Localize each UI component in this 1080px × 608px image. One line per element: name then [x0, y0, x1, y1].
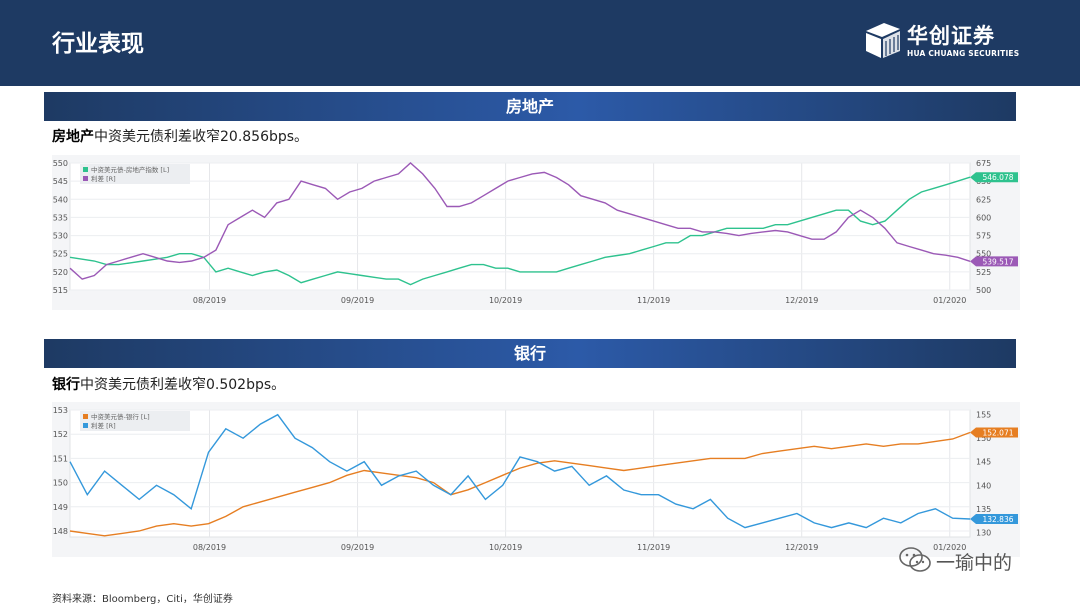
y-right-tick-label: 150: [976, 434, 991, 443]
y-left-tick-label: 520: [53, 268, 68, 277]
legend-swatch: [83, 423, 88, 428]
y-left-tick-label: 550: [53, 159, 68, 168]
x-tick-label: 11/2019: [637, 543, 670, 552]
x-tick-label: 10/2019: [489, 543, 522, 552]
series-line-1: [69, 413, 971, 529]
wechat-icon: [899, 547, 931, 572]
source-note: 资料来源：Bloomberg，Citi，华创证券: [52, 594, 233, 605]
legend: 中资美元债-银行 [L]利差 [R]: [80, 411, 190, 431]
y-left-tick-label: 150: [53, 479, 68, 488]
y-left-tick-label: 153: [53, 406, 68, 415]
y-right-tick-label: 625: [976, 195, 991, 204]
y-right-tick-label: 500: [976, 286, 991, 295]
legend-label: 利差 [R]: [91, 421, 116, 430]
legend-swatch: [83, 167, 88, 172]
y-right-tick-label: 600: [976, 213, 991, 222]
y-right-tick-label: 140: [976, 481, 991, 490]
section-band-real-estate: 房地产: [44, 92, 1016, 121]
x-tick-label: 09/2019: [341, 543, 374, 552]
y-left-tick-label: 149: [53, 503, 68, 512]
y-left-tick-label: 148: [53, 527, 68, 536]
y-left-tick-label: 151: [53, 454, 68, 463]
last-value-badge: 152.071: [970, 427, 1018, 438]
x-tick-label: 12/2019: [785, 543, 818, 552]
series-line-0: [69, 431, 971, 537]
legend-label: 中资美元债-房地产指数 [L]: [91, 165, 169, 174]
last-value-label: 539.517: [982, 257, 1013, 266]
y-left-tick-label: 530: [53, 232, 68, 241]
x-tick-label: 01/2020: [933, 296, 966, 305]
y-right-tick-label: 575: [976, 232, 991, 241]
x-tick-label: 12/2019: [785, 296, 818, 305]
x-tick-label: 08/2019: [193, 296, 226, 305]
caption-real-estate: 房地产中资美元债利差收窄20.856bps。: [52, 126, 308, 146]
x-tick-label: 01/2020: [933, 543, 966, 552]
y-right-tick-label: 145: [976, 458, 991, 467]
x-tick-label: 11/2019: [637, 296, 670, 305]
caption-bank: 银行中资美元债利差收窄0.502bps。: [52, 374, 285, 394]
chart-bank: 08/2019 09/2019 10/2019 11/2019 12/2019 01/20…: [52, 402, 1020, 557]
x-tick-label: 08/2019: [193, 543, 226, 552]
last-value-label: 132.836: [982, 515, 1013, 524]
y-left-tick-label: 535: [53, 213, 68, 222]
x-tick-label: 09/2019: [341, 296, 374, 305]
y-left-tick-label: 152: [53, 430, 68, 439]
last-value-label: 152.071: [982, 428, 1013, 437]
legend-box: [80, 164, 190, 184]
page-title: 行业表现: [52, 31, 144, 57]
caption-bold: 房地产: [52, 129, 94, 145]
caption-text: 中资美元债利差收窄20.856bps。: [94, 129, 309, 145]
plot-area: [69, 409, 971, 538]
legend: 中资美元债-房地产指数 [L]利差 [R]: [80, 164, 190, 184]
company-logo: 华创证券 HUA CHUANG SECURITIES: [864, 20, 1024, 64]
logo-subtitle: HUA CHUANG SECURITIES: [907, 49, 1020, 58]
last-value-badge: 546.078: [970, 172, 1018, 183]
series-line-0: [69, 176, 971, 286]
plot-area: [69, 162, 971, 291]
last-value-label: 546.078: [982, 173, 1013, 182]
y-right-tick-label: 155: [976, 411, 991, 420]
watermark: 一瑜中的: [898, 546, 1012, 576]
y-left-tick-label: 540: [53, 195, 68, 204]
logo-cube-icon: [866, 23, 900, 58]
chart-real-estate: 08/2019 09/2019 10/2019 11/2019 12/2019 01/20…: [52, 155, 1020, 310]
legend-swatch: [83, 176, 88, 181]
y-left-tick-label: 525: [53, 250, 68, 259]
y-right-tick-label: 675: [976, 159, 991, 168]
legend-label: 中资美元债-银行 [L]: [91, 412, 150, 421]
y-left-tick-label: 515: [53, 286, 68, 295]
y-left-tick-label: 545: [53, 177, 68, 186]
logo-name: 华创证券: [907, 24, 995, 48]
legend-box: [80, 411, 190, 431]
legend-swatch: [83, 414, 88, 419]
y-right-tick-label: 525: [976, 268, 991, 277]
y-right-tick-label: 135: [976, 505, 991, 514]
series-line-1: [69, 162, 971, 280]
last-value-badge: 132.836: [970, 513, 1018, 524]
caption-bold: 银行: [52, 377, 80, 393]
section-band-bank: 银行: [44, 339, 1016, 368]
y-right-tick-label: 550: [976, 250, 991, 259]
last-value-badge: 539.517: [970, 256, 1018, 267]
caption-text: 中资美元债利差收窄0.502bps。: [80, 377, 286, 393]
legend-label: 利差 [R]: [91, 174, 116, 183]
y-right-tick-label: 130: [976, 528, 991, 537]
x-tick-label: 10/2019: [489, 296, 522, 305]
